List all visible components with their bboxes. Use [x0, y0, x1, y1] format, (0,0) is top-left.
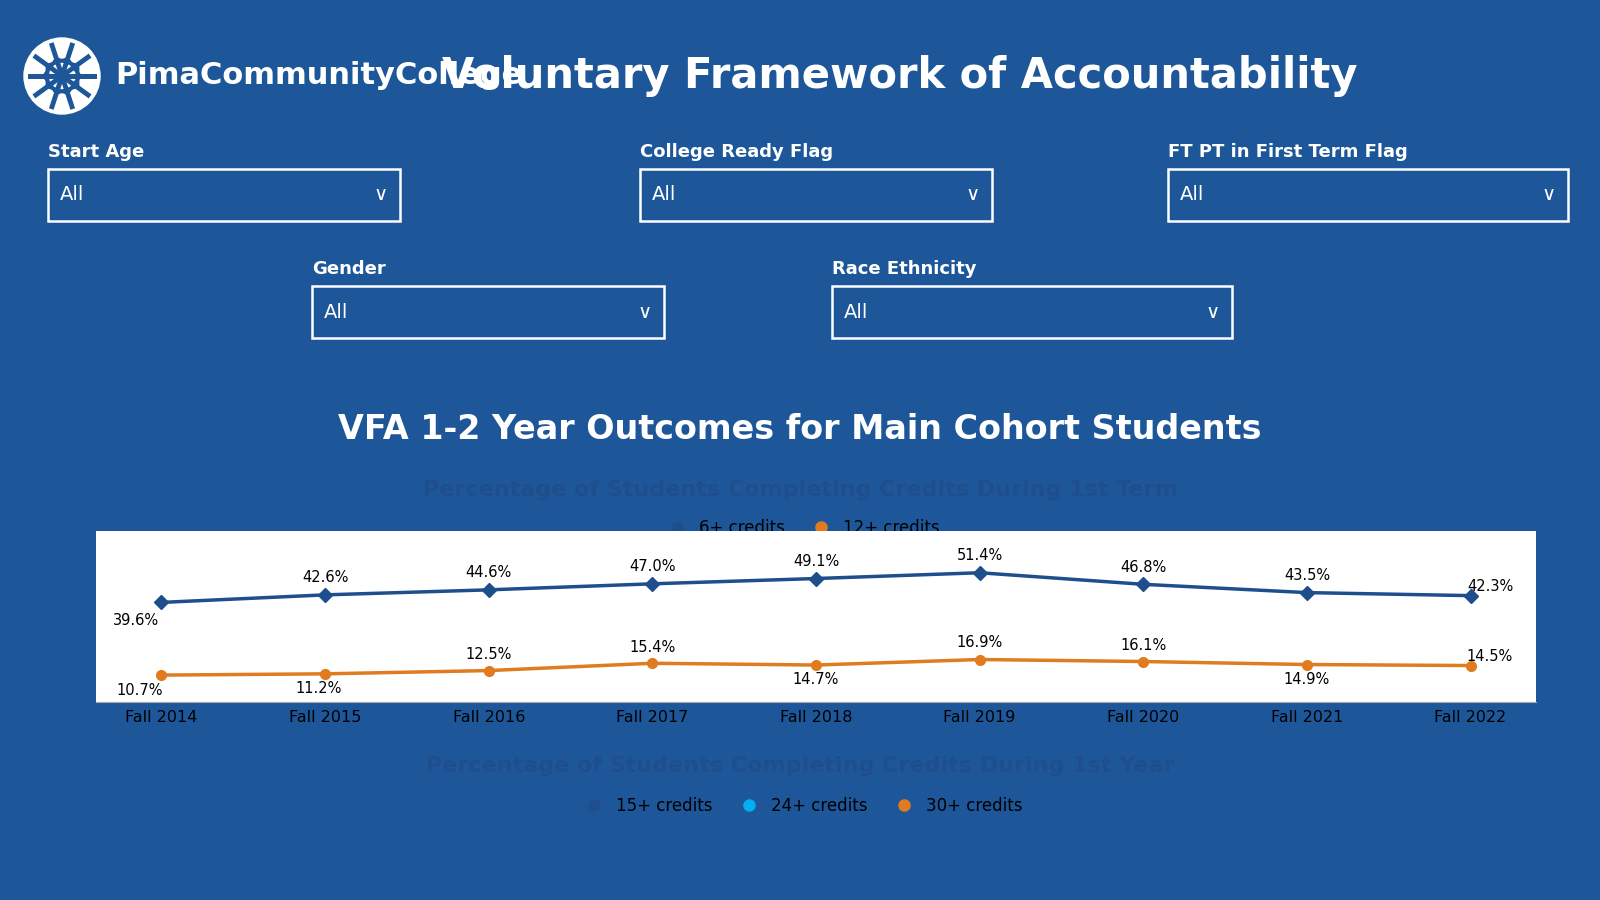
Text: Percentage of Students Completing Credits During 1st Year: Percentage of Students Completing Credit… — [426, 756, 1174, 776]
FancyBboxPatch shape — [1168, 169, 1568, 221]
Text: College Ready Flag: College Ready Flag — [640, 143, 834, 161]
Text: 42.3%: 42.3% — [1467, 580, 1514, 595]
Text: ∨: ∨ — [1206, 302, 1221, 321]
FancyBboxPatch shape — [312, 286, 664, 338]
Text: 39.6%: 39.6% — [114, 613, 160, 627]
FancyBboxPatch shape — [832, 286, 1232, 338]
Text: 15.4%: 15.4% — [629, 640, 675, 655]
Text: 46.8%: 46.8% — [1120, 560, 1166, 575]
Text: 12.5%: 12.5% — [466, 647, 512, 662]
Text: ∨: ∨ — [374, 185, 387, 204]
Text: Percentage of Students Completing Credits During 1st Term: Percentage of Students Completing Credit… — [422, 481, 1178, 500]
Text: 14.9%: 14.9% — [1283, 672, 1330, 687]
Text: VFA 1-2 Year Outcomes for Main Cohort Students: VFA 1-2 Year Outcomes for Main Cohort St… — [338, 413, 1262, 446]
Text: All: All — [1181, 185, 1205, 204]
Circle shape — [24, 38, 99, 114]
Text: Gender: Gender — [312, 260, 386, 278]
Text: Race Ethnicity: Race Ethnicity — [832, 260, 976, 278]
Text: 43.5%: 43.5% — [1283, 568, 1330, 583]
Text: ∨: ∨ — [638, 302, 653, 321]
Text: 16.9%: 16.9% — [957, 635, 1003, 650]
Text: Start Age: Start Age — [48, 143, 144, 161]
Text: 49.1%: 49.1% — [794, 554, 838, 569]
Text: PimaCommunityCollege: PimaCommunityCollege — [115, 61, 522, 91]
Text: 16.1%: 16.1% — [1120, 638, 1166, 653]
Text: ∨: ∨ — [966, 185, 979, 204]
Text: 14.7%: 14.7% — [794, 672, 838, 688]
Text: 51.4%: 51.4% — [957, 548, 1003, 563]
Text: All: All — [323, 302, 349, 321]
Text: FT PT in First Term Flag: FT PT in First Term Flag — [1168, 143, 1408, 161]
Text: 47.0%: 47.0% — [629, 559, 675, 574]
Text: Voluntary Framework of Accountability: Voluntary Framework of Accountability — [442, 55, 1358, 97]
Text: 14.5%: 14.5% — [1467, 650, 1514, 664]
FancyBboxPatch shape — [48, 169, 400, 221]
Text: All: All — [845, 302, 869, 321]
Text: All: All — [61, 185, 85, 204]
Text: ∨: ∨ — [1542, 185, 1555, 204]
Legend: 15+ credits, 24+ credits, 30+ credits: 15+ credits, 24+ credits, 30+ credits — [571, 790, 1029, 822]
Text: 44.6%: 44.6% — [466, 565, 512, 581]
Legend: 6+ credits, 12+ credits: 6+ credits, 12+ credits — [654, 512, 946, 544]
Text: 42.6%: 42.6% — [302, 571, 349, 585]
FancyBboxPatch shape — [640, 169, 992, 221]
Text: 11.2%: 11.2% — [294, 681, 341, 697]
Text: All: All — [653, 185, 677, 204]
Text: 10.7%: 10.7% — [115, 682, 163, 698]
